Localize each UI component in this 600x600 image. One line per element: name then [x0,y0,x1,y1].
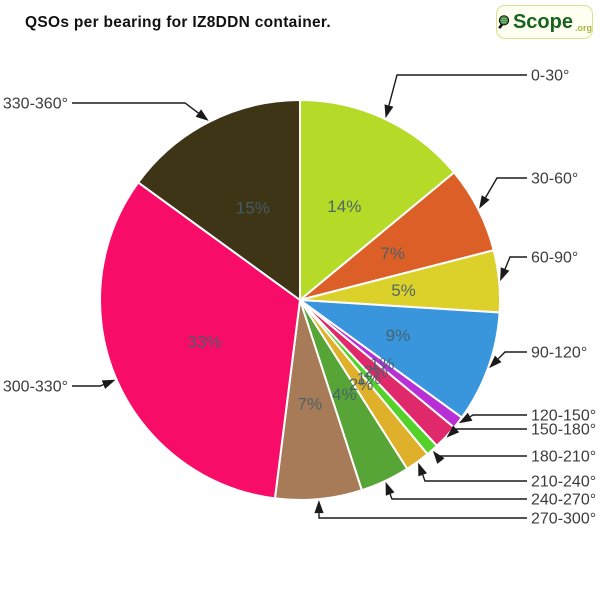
callout-line-330-360° [72,102,199,114]
pie-slice-90-120° [299,299,501,419]
percent-label-240-270°: 4% [332,385,357,404]
callout-arrow-60-90° [500,267,510,282]
bearing-label-210-240°: 210-240° [531,474,596,491]
bearing-label-60-90°: 60-90° [531,250,578,267]
percent-label-120-150°: 1% [370,355,395,374]
percent-label-300-330°: 33% [188,332,222,351]
callout-line-270-300° [318,513,527,519]
callout-arrow-150-180° [446,425,460,438]
percent-label-30-60°: 7% [380,244,405,263]
percent-label-60-90°: 5% [391,281,416,300]
bearing-label-120-150°: 120-150° [531,408,596,425]
callout-line-120-150° [469,414,527,418]
callout-line-30-60° [484,177,527,198]
percent-label-180-210°: 1% [357,369,382,388]
percent-label-270-300°: 7% [298,395,323,414]
logo-text: Scope [512,11,573,33]
pie-slice-0-30° [299,99,456,301]
callout-arrow-120-150° [458,412,473,424]
callout-line-210-240° [422,474,527,482]
callout-line-0-30° [388,74,527,106]
bearing-label-30-60°: 30-60° [531,171,578,188]
callout-arrow-240-270° [385,481,395,496]
callout-arrow-300-330° [101,379,116,389]
callout-line-240-270° [389,493,527,500]
percent-label-210-240°: 2% [349,375,374,394]
callout-line-180-210° [435,455,527,462]
callout-arrow-90-120° [489,355,502,369]
bearing-label-150-180°: 150-180° [531,422,596,439]
percent-label-150-180°: 2% [364,362,389,381]
percent-label-0-30°: 14% [327,197,361,216]
percent-label-90-120°: 9% [386,326,411,345]
callout-line-60-90° [504,256,527,270]
callout-arrow-180-210° [432,450,445,464]
bearing-label-0-30°: 0-30° [531,68,569,85]
logo-suffix: .org [575,23,592,33]
bearing-label-180-210°: 180-210° [531,449,596,466]
pie-slice-300-330° [99,181,301,500]
qscope-logo[interactable]: Scope .org [496,5,593,39]
bearing-label-270-300°: 270-300° [531,511,596,528]
pie-slice-330-360° [137,99,301,301]
page-title: QSOs per bearing for IZ8DDN container. [25,14,331,31]
callout-arrow-210-240° [418,462,427,477]
callout-arrow-270-300° [314,500,324,514]
callout-arrow-30-60° [479,195,490,209]
callout-line-300-330° [72,383,104,387]
percent-label-330-360°: 15% [236,198,270,217]
bearing-label-240-270°: 240-270° [531,492,596,509]
callout-line-90-120° [497,351,527,360]
callout-arrow-0-30° [384,104,394,119]
bearing-label-300-330°: 300-330° [3,379,68,396]
magnifier-globe-icon [498,15,510,29]
bearing-label-330-360°: 330-360° [3,96,68,113]
callout-arrow-330-360° [195,109,209,121]
bearing-label-90-120°: 90-120° [531,345,587,362]
